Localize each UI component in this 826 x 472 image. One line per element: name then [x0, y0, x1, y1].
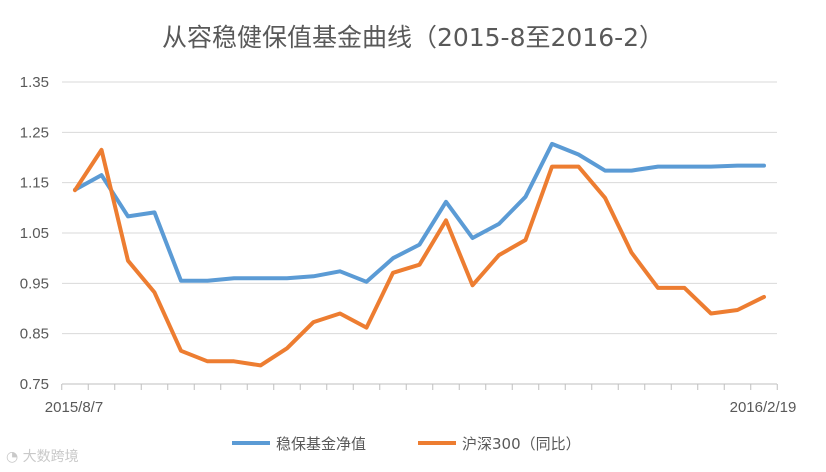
x-tick-label-end: 2016/2/19	[730, 399, 797, 416]
y-tick-label: 0.75	[20, 376, 49, 393]
series-lines	[73, 141, 766, 368]
y-axis-ticks: 0.75 0.85 0.95 1.05 1.15 1.25 1.35	[20, 74, 49, 393]
watermark-logo: ◔ 大数跨境	[6, 449, 79, 465]
legend-label-series-2: 沪深300（同比）	[462, 435, 581, 453]
y-tick-label: 1.15	[20, 175, 49, 192]
series-line-2	[73, 147, 766, 368]
watermark-text: 大数跨境	[22, 449, 79, 465]
y-tick-label: 1.25	[20, 124, 49, 141]
series-line-1	[73, 141, 766, 284]
chart-title: 从容稳健保值基金曲线（2015-8至2016-2）	[162, 23, 664, 52]
legend: 稳保基金净值 沪深300（同比）	[232, 435, 581, 453]
y-tick-label: 1.35	[20, 74, 49, 91]
legend-label-series-1: 稳保基金净值	[276, 435, 366, 453]
y-tick-label: 0.85	[20, 326, 49, 343]
x-tick-label-start: 2015/8/7	[45, 399, 103, 416]
y-tick-label: 1.05	[20, 225, 49, 242]
x-axis-tick-marks	[61, 384, 778, 390]
y-tick-label: 0.95	[20, 275, 49, 292]
gridlines	[62, 81, 777, 385]
